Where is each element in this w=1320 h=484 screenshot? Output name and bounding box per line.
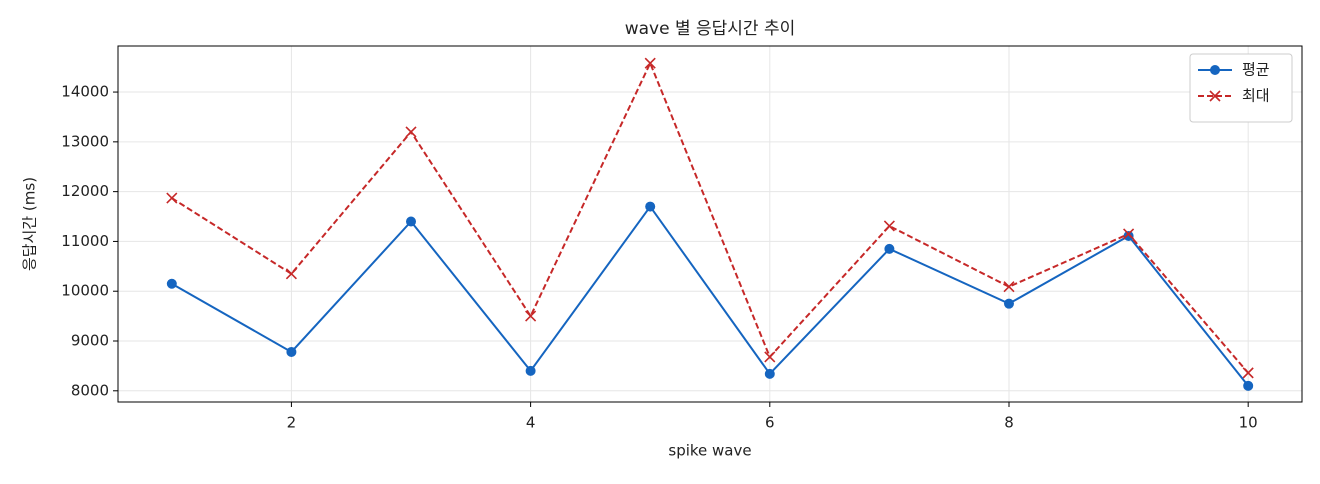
y-tick-label: 9000 [71, 332, 109, 350]
marker [525, 310, 537, 322]
marker-cross [1209, 90, 1221, 102]
marker [1003, 298, 1014, 309]
marker [1123, 230, 1134, 241]
plot-frame [117, 45, 1303, 403]
x-tick-label: 10 [1239, 414, 1258, 432]
marker-cross [166, 192, 178, 204]
marker [883, 220, 895, 232]
legend-label: 평균 [1242, 61, 1270, 79]
legend-box [1189, 53, 1293, 123]
x-tick-label: 8 [1004, 414, 1014, 432]
marker [166, 192, 178, 204]
x-tick-label: 6 [765, 414, 775, 432]
marker [1209, 90, 1221, 102]
marker-cross [764, 351, 776, 363]
marker-cross [1123, 228, 1135, 240]
legend-label: 최대 [1242, 87, 1270, 105]
y-tick-label: 13000 [61, 132, 109, 150]
y-axis-label: 응답시간 (ms) [21, 177, 39, 271]
marker-cross [1003, 281, 1015, 293]
x-tick-label: 4 [526, 414, 536, 432]
y-tick-label: 10000 [61, 282, 109, 300]
marker-cross [1242, 367, 1254, 379]
marker [406, 216, 417, 227]
line [171, 204, 1249, 387]
marker [644, 57, 656, 69]
marker [1242, 367, 1254, 379]
y-tick-label: 8000 [71, 381, 109, 399]
y-tick-label: 12000 [61, 182, 109, 200]
marker [1123, 228, 1135, 240]
marker [166, 278, 177, 289]
marker [1003, 281, 1015, 293]
marker [1210, 65, 1220, 75]
line [171, 60, 1249, 374]
marker-cross [883, 220, 895, 232]
marker-cross [285, 268, 297, 280]
marker [764, 351, 776, 363]
x-tick-label: 2 [287, 414, 297, 432]
marker [884, 243, 895, 254]
marker [1243, 380, 1254, 391]
marker [286, 346, 297, 357]
marker [285, 268, 297, 280]
y-tick-label: 14000 [61, 83, 109, 101]
marker-cross [405, 126, 417, 138]
marker-cross [525, 310, 537, 322]
chart-title: wave 별 응답시간 추이 [625, 19, 796, 39]
x-axis-label: spike wave [668, 442, 751, 460]
marker [405, 126, 417, 138]
marker [645, 201, 656, 212]
marker [525, 365, 536, 376]
marker-cross [644, 57, 656, 69]
y-tick-label: 11000 [61, 232, 109, 250]
marker [764, 368, 775, 379]
